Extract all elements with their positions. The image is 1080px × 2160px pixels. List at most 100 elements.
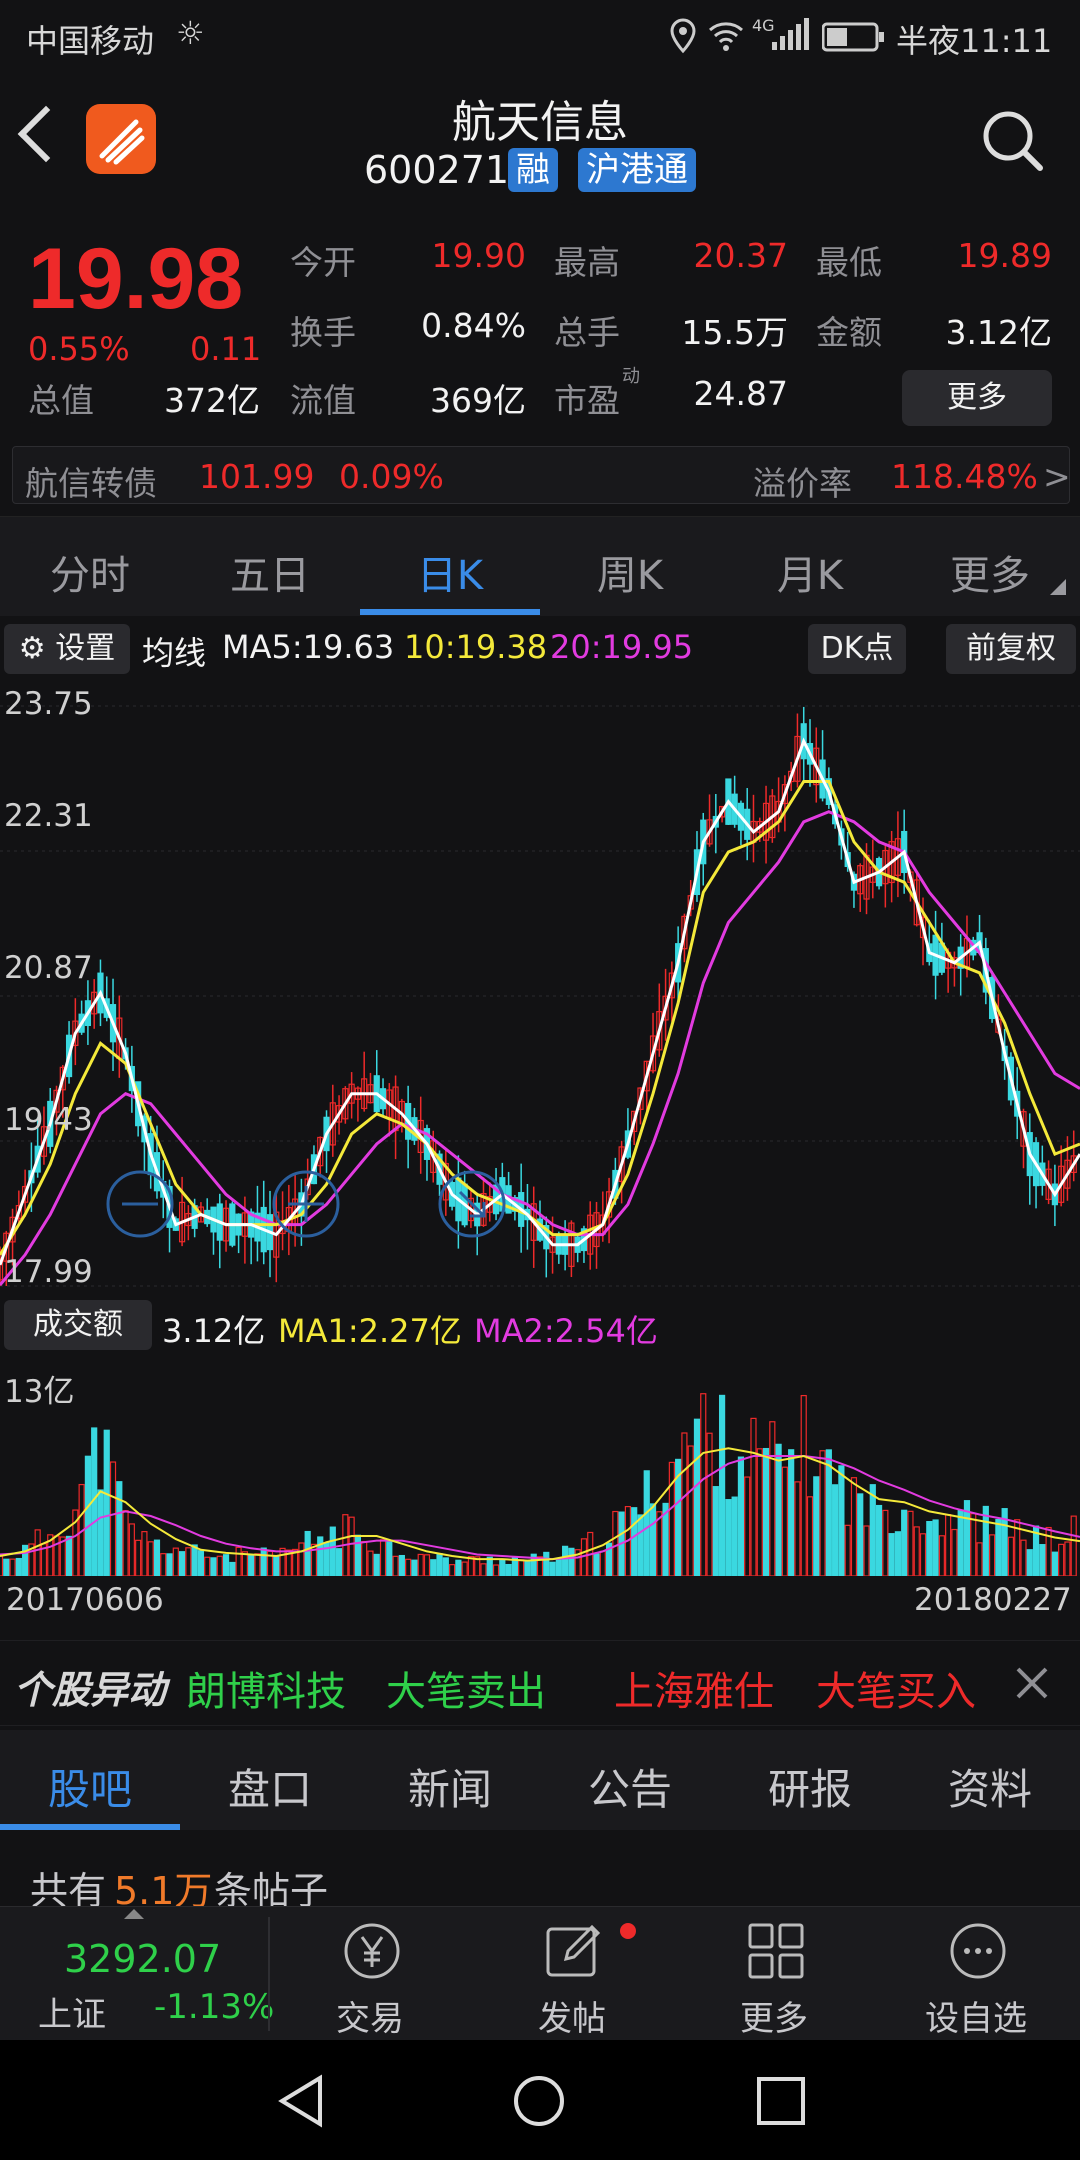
- tab-news[interactable]: 新闻: [407, 1765, 492, 1814]
- turnover-value: 0.84%: [421, 306, 526, 345]
- tab-profile[interactable]: 资料: [947, 1765, 1032, 1814]
- volume-bar: [1007, 1536, 1015, 1577]
- more-button[interactable]: 更多: [674, 1907, 874, 2041]
- wifi-icon: [709, 22, 743, 51]
- volume-bar: [455, 1559, 462, 1577]
- add-watchlist-button[interactable]: 设自选: [876, 1907, 1076, 2041]
- stock-header: 航天信息 600271 融 沪港通: [0, 72, 1080, 222]
- volume-bar: [392, 1555, 399, 1577]
- post-count: 共有 5.1万 条帖子: [0, 1834, 1080, 1913]
- nav-back-icon[interactable]: [276, 2074, 326, 2128]
- quote-panel: 19.98 0.55% 0.11 总值 372亿 今开 19.90 最高 20.…: [0, 222, 1080, 432]
- volume-bar: [543, 1551, 550, 1577]
- zoom-in-control[interactable]: [272, 1170, 340, 1238]
- candle-body: [788, 770, 795, 783]
- vol-ma1-value: MA1:2.27亿: [278, 1312, 462, 1350]
- candle-body: [781, 784, 788, 805]
- alert-action-2: 大笔买入: [816, 1669, 976, 1715]
- alert-stock-1[interactable]: 朗博科技: [186, 1669, 346, 1715]
- volume-bar: [775, 1443, 782, 1577]
- volume-bar: [279, 1547, 286, 1577]
- candle-body: [668, 972, 675, 999]
- bond-price: 101.99: [199, 457, 315, 496]
- ma20-value: 20:19.95: [550, 628, 694, 666]
- y-label-top: 23.75: [4, 686, 93, 722]
- stock-name: 航天信息: [452, 97, 628, 148]
- post-button[interactable]: 发帖: [472, 1907, 672, 2041]
- float-mv-value: 369亿: [430, 381, 526, 420]
- close-icon[interactable]: [1014, 1665, 1050, 1701]
- volume-bar: [417, 1553, 424, 1577]
- stock-alert-strip[interactable]: 个股异动 朗博科技 大笔卖出 上海雅仕 大笔买入: [0, 1640, 1080, 1726]
- total-mv-value: 372亿: [164, 381, 260, 420]
- candle-body: [335, 1105, 343, 1123]
- dk-point-button[interactable]: DK点: [808, 624, 906, 674]
- settings-button[interactable]: ⚙ 设置: [4, 624, 130, 674]
- nav-recents-icon[interactable]: [756, 2076, 806, 2126]
- index-ticker[interactable]: 3292.07 上证 -1.13%: [0, 1907, 274, 2041]
- tab-forum[interactable]: 股吧: [47, 1765, 132, 1814]
- post-label: 发帖: [538, 1999, 606, 2039]
- yen-circle-icon: [344, 1923, 400, 1979]
- more-quote-button[interactable]: 更多: [902, 370, 1052, 426]
- connect-tag: 沪港通: [578, 148, 696, 192]
- zoom-out-control[interactable]: [106, 1170, 174, 1238]
- candle-body: [22, 1185, 29, 1203]
- convertible-bond-bar[interactable]: 航信转债 101.99 0.09% 溢价率 118.48% >: [12, 446, 1071, 504]
- candle-body: [882, 849, 889, 885]
- search-icon[interactable]: [978, 106, 1048, 176]
- carrier: 中国移动: [26, 22, 155, 60]
- volume-bar: [907, 1510, 914, 1577]
- volume-type-button[interactable]: 成交额: [4, 1300, 152, 1350]
- tab-intraday[interactable]: 分时: [50, 553, 130, 599]
- tab-research[interactable]: 研报: [767, 1765, 852, 1814]
- volume-chart[interactable]: 13亿: [0, 1356, 1080, 1577]
- tab-monthly-k[interactable]: 月K: [776, 553, 844, 599]
- candlestick-svg: [0, 705, 1080, 1287]
- candle-body: [919, 916, 927, 939]
- volume-bar: [988, 1534, 996, 1577]
- volume-bar: [430, 1559, 437, 1577]
- candlestick-chart[interactable]: 23.75 22.31 20.87 19.43 17.99: [0, 676, 1080, 1296]
- volume-bar: [781, 1466, 788, 1577]
- volume-bar: [1070, 1515, 1077, 1577]
- open-value: 19.90: [431, 236, 526, 275]
- tab-daily-k[interactable]: 日K: [416, 553, 484, 599]
- tab-weekly-k[interactable]: 周K: [596, 553, 664, 599]
- volume-bar: [800, 1394, 807, 1577]
- edit-icon: [546, 1924, 601, 1977]
- low-label: 最低: [816, 243, 882, 282]
- volume-bar: [593, 1553, 600, 1577]
- tab-five-day[interactable]: 五日: [230, 553, 310, 599]
- forward-adjust-button[interactable]: 前复权: [946, 624, 1076, 674]
- bottom-toolbar: 3292.07 上证 -1.13% 交易 发帖 更多 设自选: [0, 1906, 1080, 2040]
- vol-ma1-line: [0, 1447, 1080, 1562]
- volume-bar: [448, 1564, 456, 1577]
- volume-value: 3.12亿: [162, 1312, 266, 1350]
- reset-view-control[interactable]: [438, 1170, 506, 1238]
- ma10-value: 10:19.38: [404, 628, 548, 666]
- volume-bar: [191, 1544, 198, 1577]
- volume-bar: [122, 1510, 129, 1577]
- tab-order-book[interactable]: 盘口: [227, 1765, 312, 1814]
- volume-bar: [731, 1496, 738, 1577]
- volume-bar: [379, 1539, 387, 1577]
- active-info-tab-indicator: [0, 1824, 180, 1830]
- candle-body: [637, 1087, 644, 1110]
- trade-button[interactable]: 交易: [270, 1907, 470, 2041]
- nav-home-icon[interactable]: [512, 2074, 566, 2128]
- volume-bar: [492, 1564, 500, 1577]
- alert-stock-2[interactable]: 上海雅仕: [614, 1669, 774, 1715]
- candle-body: [913, 879, 920, 926]
- volume-bar: [882, 1509, 889, 1577]
- volume-bar: [643, 1470, 650, 1577]
- pe-dynamic-mark: 动: [622, 366, 640, 387]
- ma10-line: [0, 780, 1080, 1256]
- add-watchlist-label: 设自选: [925, 1999, 1027, 2039]
- volume-bar: [825, 1449, 832, 1577]
- volume-bar: [951, 1528, 958, 1577]
- volume-bar: [229, 1561, 236, 1577]
- tab-more[interactable]: 更多: [950, 553, 1030, 599]
- tab-announcements[interactable]: 公告: [587, 1765, 672, 1814]
- volume-bar: [398, 1554, 405, 1577]
